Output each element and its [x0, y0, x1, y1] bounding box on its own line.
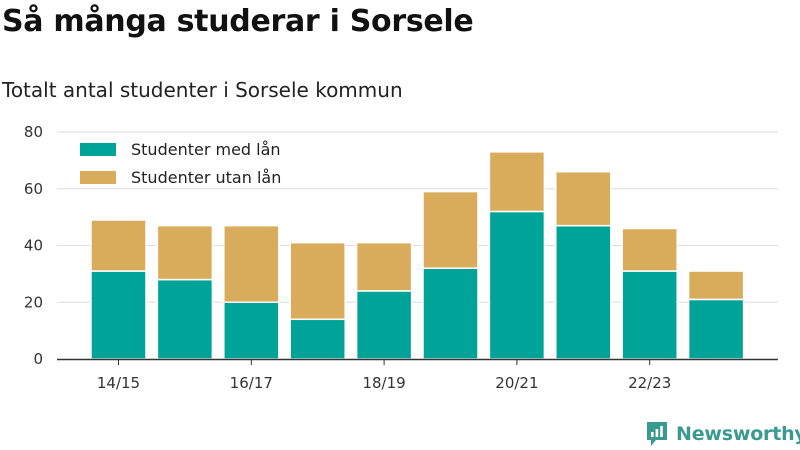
- bar-med-lan-18-19: [355, 290, 413, 360]
- y-tick-label: 20: [24, 293, 43, 311]
- bar-med-lan-14-15: [90, 270, 147, 360]
- bar-utan-lan-16-17: [223, 224, 280, 303]
- legend-label-utan-lan: Studenter utan lån: [131, 168, 281, 187]
- bar-med-lan-22-23: [621, 270, 678, 360]
- bar-utan-lan-18-19: [355, 241, 413, 292]
- y-tick-label: 40: [24, 237, 43, 255]
- chart-subtitle: Totalt antal studenter i Sorsele kommun: [2, 78, 403, 102]
- bar-utan-lan-17-18: [289, 241, 346, 321]
- legend-swatch-utan-lan: [80, 171, 116, 184]
- bar-utan-lan-21-22: [555, 170, 612, 227]
- x-tick-label: 22/23: [628, 374, 671, 392]
- chart-title: Så många studerar i Sorsele: [2, 4, 474, 39]
- bar-med-lan-20-21: [488, 210, 546, 360]
- bar-utan-lan-23-24: [687, 270, 745, 301]
- x-tick-label: 16/17: [230, 374, 273, 392]
- newsworthy-logo-text: Newsworthy: [676, 423, 800, 445]
- bar-med-lan-15-16: [156, 278, 214, 360]
- bar-utan-lan-22-23: [621, 227, 678, 272]
- legend-swatch-med-lan: [80, 143, 116, 156]
- x-tick-label: 20/21: [495, 374, 538, 392]
- bar-utan-lan-19-20: [422, 190, 479, 269]
- y-tick-label: 0: [33, 350, 43, 368]
- newsworthy-logo: Newsworthy: [645, 421, 800, 447]
- y-tick-label: 80: [24, 123, 43, 141]
- bar-utan-lan-20-21: [488, 151, 546, 213]
- bar-utan-lan-15-16: [156, 224, 214, 281]
- bar-med-lan-16-17: [223, 301, 280, 360]
- bar-med-lan-17-18: [289, 318, 346, 360]
- bar-utan-lan-14-15: [90, 219, 147, 272]
- legend-label-med-lan: Studenter med lån: [131, 140, 281, 159]
- bar-med-lan-23-24: [687, 298, 745, 360]
- x-tick-label: 14/15: [97, 374, 140, 392]
- bar-med-lan-21-22: [555, 224, 612, 360]
- y-tick-label: 60: [24, 180, 43, 198]
- x-tick-label: 18/19: [362, 374, 405, 392]
- bar-med-lan-19-20: [422, 267, 479, 360]
- newsworthy-logo-icon: [647, 422, 667, 446]
